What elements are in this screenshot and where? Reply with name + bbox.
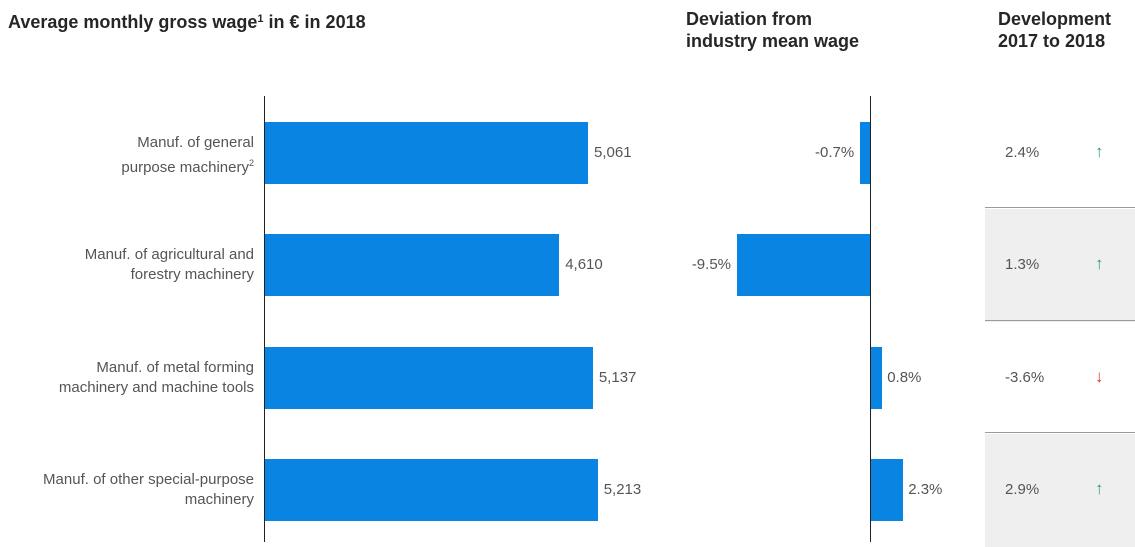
- deviation-bar: [871, 459, 903, 521]
- deviation-bar: [737, 234, 870, 296]
- development-separator: [985, 432, 1135, 433]
- development-separator: [985, 207, 1135, 208]
- arrow-up-icon: ↑: [1095, 142, 1104, 162]
- arrow-down-icon: ↓: [1095, 367, 1104, 387]
- deviation-bar: [871, 347, 882, 409]
- development-value: 1.3%: [1005, 255, 1039, 275]
- category-label-line: machinery: [0, 490, 254, 510]
- deviation-value-label: 2.3%: [908, 480, 942, 500]
- category-label: Manuf. of other special-purpose machinery: [0, 470, 254, 510]
- arrow-up-icon: ↑: [1095, 479, 1104, 499]
- wage-title-text: Average monthly gross wage: [8, 12, 257, 32]
- deviation-bar: [860, 122, 870, 184]
- category-label-line: Manuf. of other special-purpose: [0, 470, 254, 490]
- wage-bar: [265, 347, 593, 409]
- category-label-line: forestry machinery: [0, 265, 254, 285]
- category-label-line: Manuf. of metal forming: [0, 358, 254, 378]
- category-label: Manuf. of agricultural and forestry machi…: [0, 245, 254, 285]
- development-value: 2.9%: [1005, 480, 1039, 500]
- wage-title-suffix: in € in 2018: [264, 12, 366, 32]
- deviation-value-label: -0.7%: [700, 143, 854, 163]
- wage-value-label: 5,137: [599, 368, 637, 388]
- development-value: -3.6%: [1005, 368, 1044, 388]
- development-column-title: Development 2017 to 2018: [998, 8, 1133, 52]
- deviation-chart-title: Deviation from industry mean wage: [686, 8, 946, 52]
- wage-chart-title: Average monthly gross wage1 in € in 2018: [8, 8, 648, 33]
- category-label: Manuf. of general purpose machinery2: [0, 133, 254, 178]
- category-footnote: 2: [249, 158, 254, 168]
- wage-bar: [265, 234, 559, 296]
- deviation-value-label: -9.5%: [577, 255, 731, 275]
- category-label-line: Manuf. of general: [0, 133, 254, 153]
- arrow-up-icon: ↑: [1095, 254, 1104, 274]
- development-value: 2.4%: [1005, 143, 1039, 163]
- category-label: Manuf. of metal forming machinery and mac…: [0, 358, 254, 398]
- wage-value-label: 5,213: [604, 480, 642, 500]
- category-label-line: Manuf. of agricultural and: [0, 245, 254, 265]
- wage-bar: [265, 122, 588, 184]
- wage-bar: [265, 459, 598, 521]
- deviation-value-label: 0.8%: [887, 368, 921, 388]
- wage-value-label: 5,061: [594, 143, 632, 163]
- development-separator: [985, 320, 1135, 321]
- category-label-line: purpose machinery2: [0, 153, 254, 178]
- category-label-line: machinery and machine tools: [0, 378, 254, 398]
